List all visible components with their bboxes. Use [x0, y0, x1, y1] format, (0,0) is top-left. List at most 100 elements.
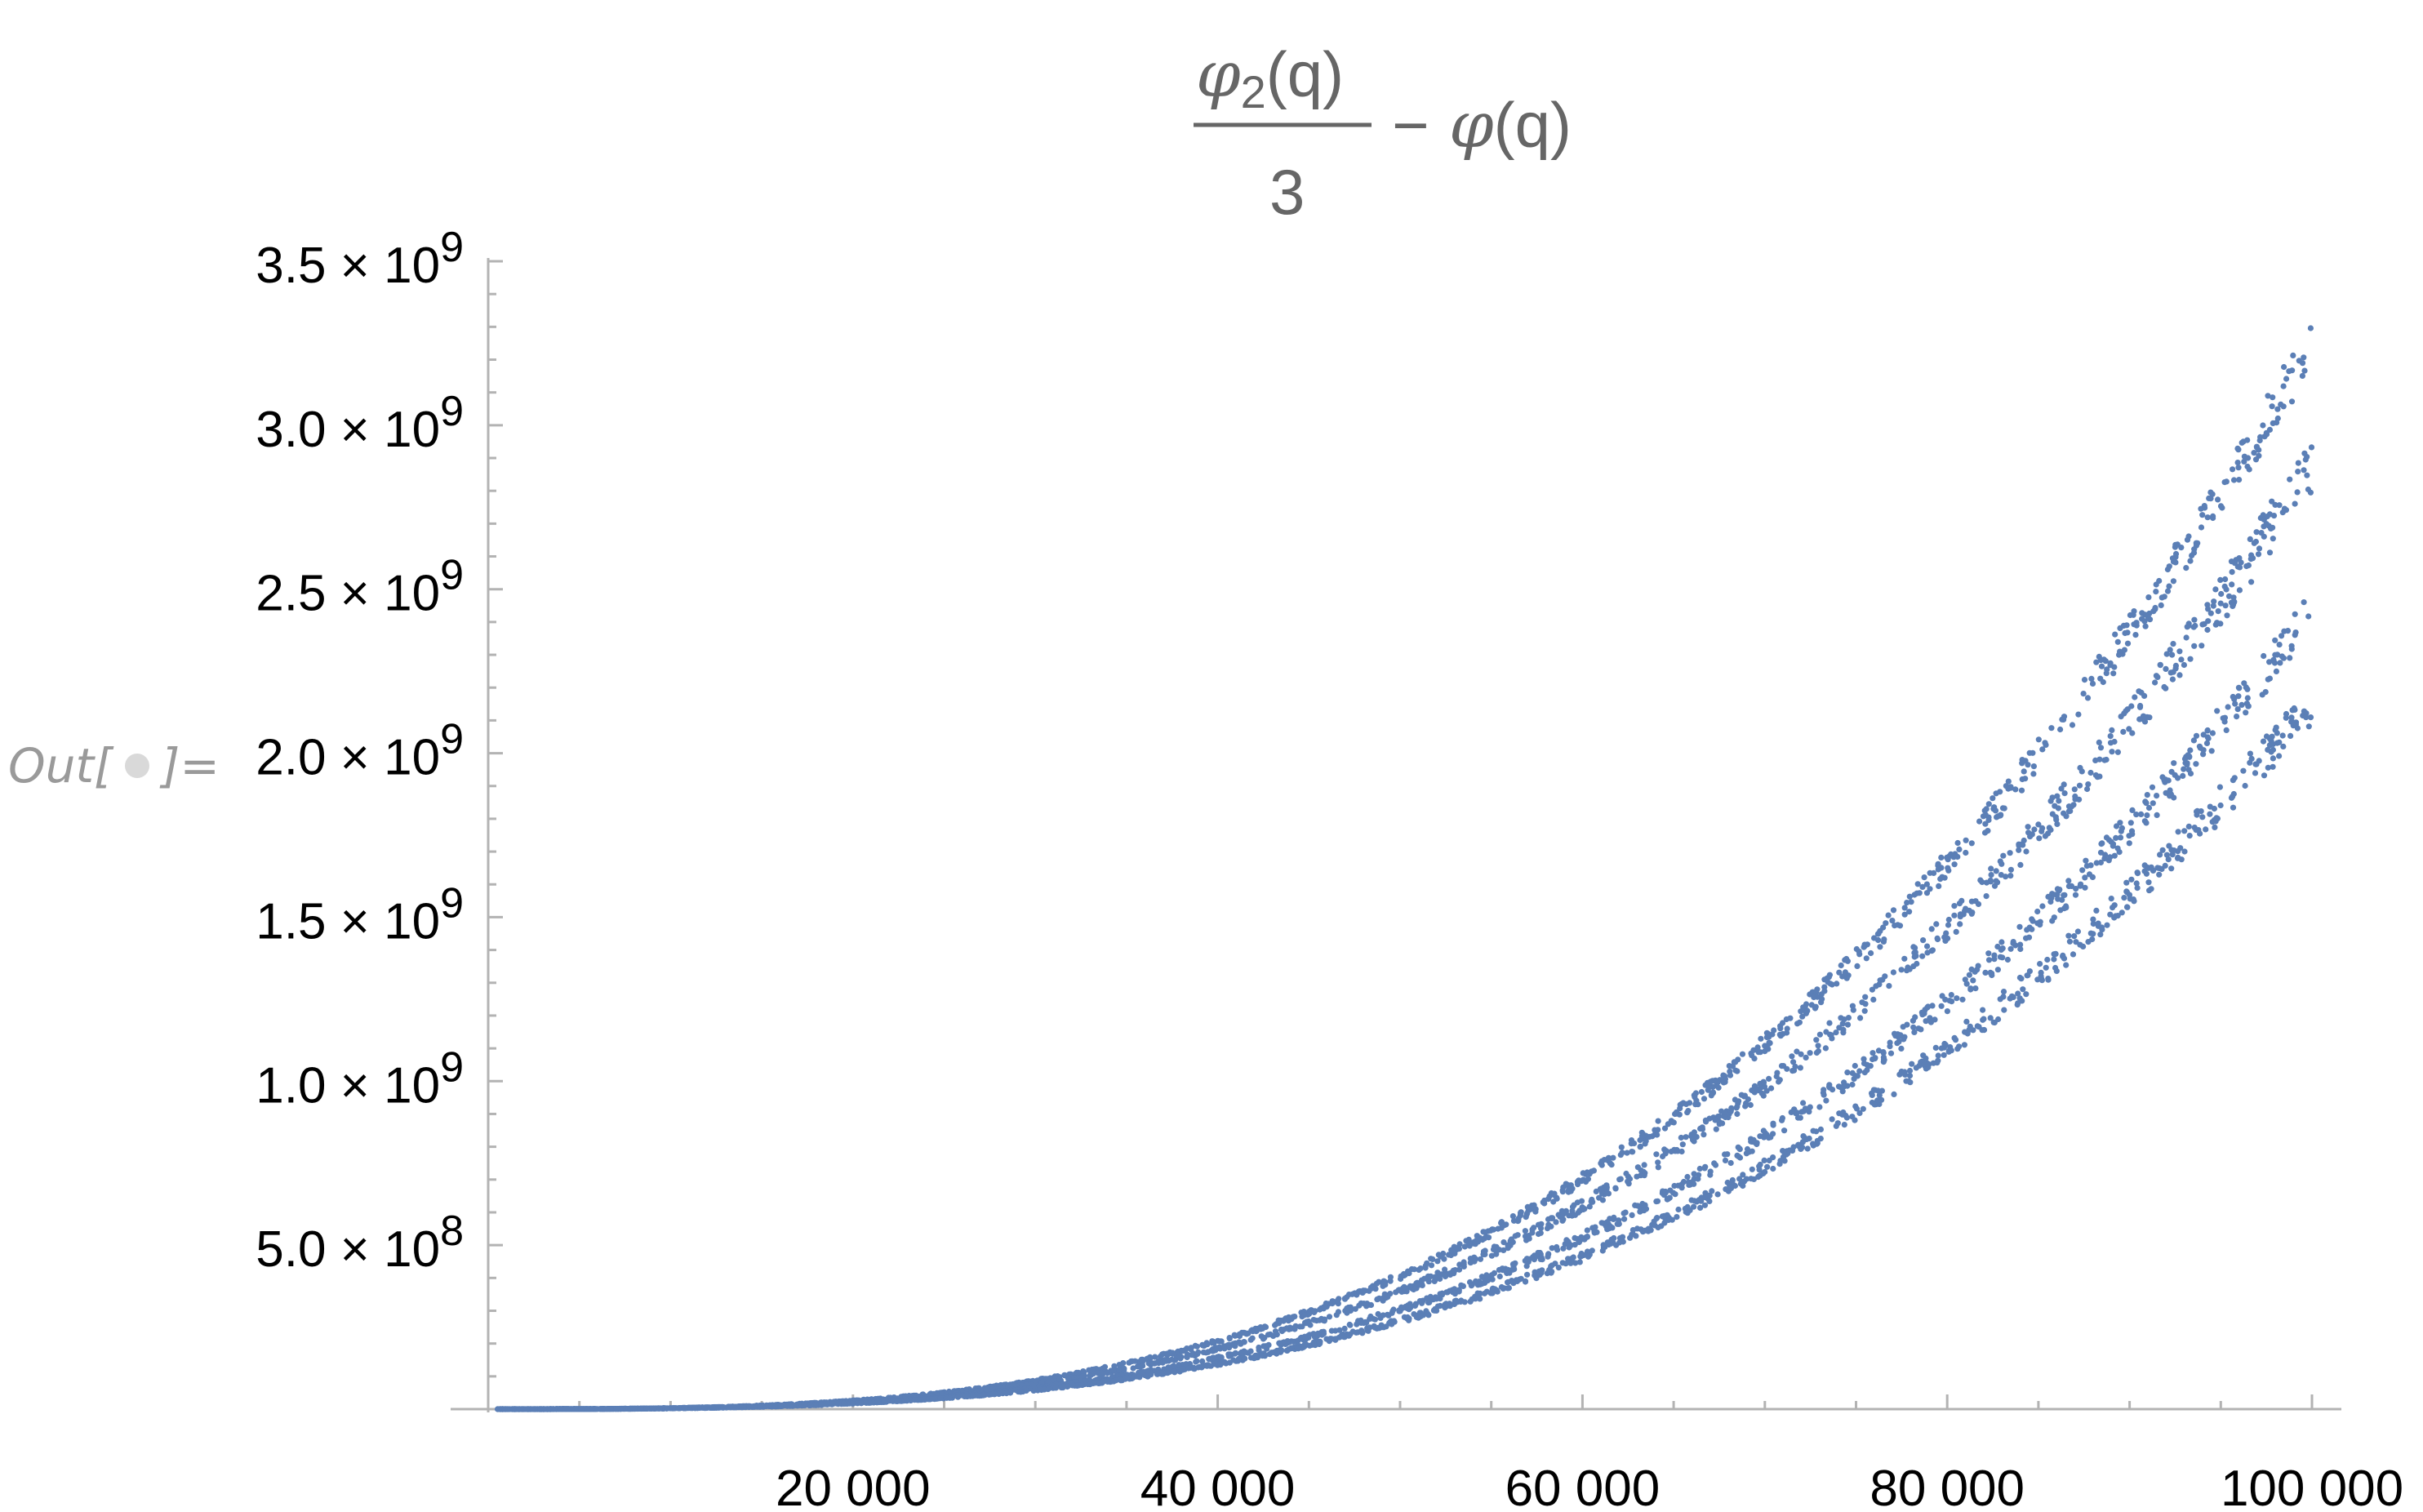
data-point [2109, 749, 2115, 755]
data-point [2003, 874, 2009, 880]
data-point [2001, 1007, 2007, 1013]
data-point [2280, 383, 2287, 389]
data-point [1065, 1375, 1071, 1381]
data-point [1360, 1287, 1367, 1294]
data-point [1712, 1117, 1718, 1123]
data-point [2235, 465, 2242, 471]
data-point [2134, 869, 2141, 876]
data-point [1345, 1332, 1352, 1339]
data-point [2128, 876, 2135, 883]
data-point [2098, 924, 2105, 931]
data-point [2279, 509, 2286, 516]
data-point [1505, 1285, 1512, 1292]
data-point [1629, 1231, 1635, 1238]
data-point [1875, 1047, 1882, 1054]
data-point [2166, 563, 2172, 570]
data-point [2252, 761, 2259, 767]
data-point [2114, 913, 2121, 919]
data-point [1674, 1148, 1681, 1154]
data-point [2131, 621, 2137, 628]
data-point [2047, 898, 2054, 905]
data-point [1722, 1157, 1729, 1163]
data-point [1985, 816, 1992, 824]
data-point [2158, 602, 2164, 609]
data-point [1465, 1239, 1472, 1246]
data-point [1611, 1214, 1617, 1221]
data-point [2053, 967, 2060, 974]
data-point [2057, 726, 2064, 733]
data-point [1618, 1144, 1625, 1150]
data-point [1456, 1246, 1462, 1252]
tick-labels: 20 000 40 000 60 000 80 000 100 000 5.0 × 108… [256, 224, 2403, 1512]
data-point [1728, 1105, 1735, 1111]
data-point [1843, 955, 1850, 963]
data-point [1799, 1013, 1806, 1020]
data-point [1722, 1114, 1729, 1121]
data-point [1624, 1150, 1630, 1156]
data-point [2102, 852, 2109, 858]
data-point [1185, 1365, 1192, 1372]
data-point [2198, 524, 2205, 531]
data-point [1876, 981, 1883, 988]
data-point [2077, 764, 2083, 772]
data-point [2230, 804, 2237, 811]
data-point [1901, 955, 1908, 962]
data-point [1514, 1232, 1521, 1239]
data-point [2071, 786, 2078, 793]
data-point [1122, 1376, 1128, 1382]
data-point [1941, 1052, 1947, 1058]
data-point [1421, 1275, 1428, 1282]
data-point [1825, 974, 1832, 981]
data-point [1432, 1274, 1438, 1280]
data-point [1763, 1087, 1770, 1094]
data-point [1749, 1166, 1755, 1172]
title-numerator: φ2(q) [1196, 38, 1344, 118]
data-point [1901, 911, 1908, 918]
data-point [2218, 590, 2225, 598]
data-point [2209, 730, 2216, 736]
data-point [1483, 1272, 1490, 1279]
data-point [1273, 1321, 1279, 1327]
data-point [603, 1406, 610, 1412]
data-point [1760, 1127, 1767, 1134]
data-point [1277, 1346, 1284, 1353]
data-point [1653, 1198, 1660, 1205]
data-point [1358, 1300, 1364, 1306]
data-point [2000, 852, 2007, 859]
data-point [1701, 1096, 1708, 1102]
data-point [1987, 1015, 1994, 1021]
data-point [1928, 926, 1935, 932]
data-point [1243, 1330, 1249, 1336]
data-point [1691, 1171, 1697, 1177]
data-point [1571, 1202, 1577, 1208]
data-point [1798, 1051, 1804, 1057]
data-point [1705, 1087, 1711, 1093]
data-point [2280, 743, 2287, 750]
data-point [1661, 1192, 1667, 1198]
data-point [2096, 653, 2102, 660]
data-point [2185, 767, 2192, 773]
data-point [1954, 839, 1961, 847]
data-point [1727, 1159, 1734, 1167]
data-point [1836, 1025, 1843, 1031]
data-point [1997, 954, 2003, 960]
data-point [2205, 618, 2212, 625]
data-point [1310, 1331, 1317, 1337]
data-point [1372, 1324, 1378, 1331]
data-point [1404, 1314, 1411, 1321]
data-point [1733, 1105, 1740, 1111]
data-point [1842, 969, 1848, 976]
data-point [2051, 956, 2057, 963]
data-point [557, 1406, 564, 1412]
data-point [1744, 1145, 1751, 1153]
data-point [1437, 1291, 1443, 1297]
data-point [1871, 1101, 1878, 1108]
data-point [1373, 1280, 1380, 1287]
data-point [1758, 1090, 1765, 1096]
y-tick-label: 3.5 × 109 [256, 224, 464, 294]
data-point [2063, 813, 2070, 820]
data-point [1434, 1296, 1440, 1302]
data-point [1109, 1373, 1116, 1380]
data-point [1474, 1290, 1481, 1296]
data-point [2214, 708, 2221, 714]
